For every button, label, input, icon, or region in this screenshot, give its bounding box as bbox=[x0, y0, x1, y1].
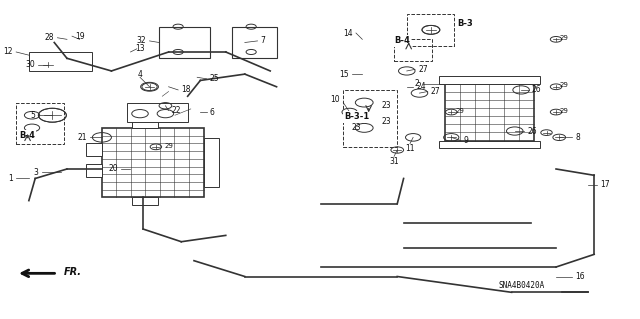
Bar bbox=[407, 14, 454, 46]
Text: 23: 23 bbox=[381, 117, 391, 126]
Text: 25: 25 bbox=[210, 74, 220, 83]
Text: 18: 18 bbox=[181, 85, 191, 94]
Bar bbox=[102, 128, 204, 197]
Text: 23: 23 bbox=[351, 123, 361, 132]
Text: 32: 32 bbox=[137, 36, 147, 45]
Text: 12: 12 bbox=[3, 48, 13, 56]
Text: 30: 30 bbox=[26, 60, 35, 69]
Text: 23: 23 bbox=[381, 101, 391, 110]
Bar bbox=[438, 76, 540, 84]
Bar bbox=[132, 120, 158, 128]
Bar bbox=[16, 103, 64, 144]
Bar bbox=[86, 164, 102, 177]
Text: 17: 17 bbox=[600, 180, 610, 189]
Text: 27: 27 bbox=[418, 65, 428, 74]
Text: 9: 9 bbox=[464, 136, 469, 145]
Text: 29: 29 bbox=[559, 108, 568, 114]
Bar bbox=[204, 138, 220, 187]
Text: 27: 27 bbox=[431, 87, 440, 96]
Text: 29: 29 bbox=[456, 108, 465, 114]
Text: 5: 5 bbox=[30, 111, 35, 120]
Text: 29: 29 bbox=[559, 82, 568, 88]
Bar bbox=[127, 103, 188, 122]
Text: 29: 29 bbox=[559, 35, 568, 41]
Bar bbox=[445, 84, 534, 141]
Text: 31: 31 bbox=[389, 157, 399, 166]
Bar bbox=[86, 143, 102, 156]
Text: 2: 2 bbox=[415, 79, 419, 88]
Bar bbox=[343, 90, 397, 147]
Text: 28: 28 bbox=[45, 33, 54, 42]
Text: 4: 4 bbox=[138, 70, 143, 78]
Text: 11: 11 bbox=[405, 144, 415, 153]
Text: 10: 10 bbox=[330, 95, 340, 104]
Text: 20: 20 bbox=[108, 165, 118, 174]
Text: 22: 22 bbox=[172, 106, 181, 115]
Text: 6: 6 bbox=[210, 108, 215, 116]
Text: 3: 3 bbox=[33, 168, 38, 177]
Text: B-3: B-3 bbox=[458, 19, 474, 28]
Text: 8: 8 bbox=[575, 133, 580, 142]
Text: 19: 19 bbox=[76, 32, 85, 41]
Bar bbox=[29, 52, 92, 71]
Bar bbox=[159, 27, 210, 58]
Text: 29: 29 bbox=[164, 143, 173, 149]
Text: 14: 14 bbox=[343, 28, 353, 38]
Text: 24: 24 bbox=[416, 82, 426, 91]
Text: 1: 1 bbox=[8, 174, 13, 183]
Text: 21: 21 bbox=[78, 133, 87, 142]
Text: B-4: B-4 bbox=[394, 36, 410, 45]
Bar bbox=[132, 197, 158, 205]
Text: 13: 13 bbox=[135, 44, 145, 53]
Text: 15: 15 bbox=[339, 70, 348, 78]
Bar bbox=[232, 27, 276, 58]
Text: SNA4B0420A: SNA4B0420A bbox=[499, 281, 545, 291]
Bar bbox=[438, 141, 540, 148]
Text: 16: 16 bbox=[575, 272, 585, 281]
Text: B-3-1: B-3-1 bbox=[344, 112, 370, 121]
Text: 26: 26 bbox=[532, 85, 541, 94]
Text: B-4: B-4 bbox=[19, 131, 35, 140]
Bar bbox=[394, 39, 432, 62]
Text: FR.: FR. bbox=[64, 267, 82, 277]
Text: 26: 26 bbox=[527, 127, 537, 136]
Text: 7: 7 bbox=[260, 36, 266, 45]
